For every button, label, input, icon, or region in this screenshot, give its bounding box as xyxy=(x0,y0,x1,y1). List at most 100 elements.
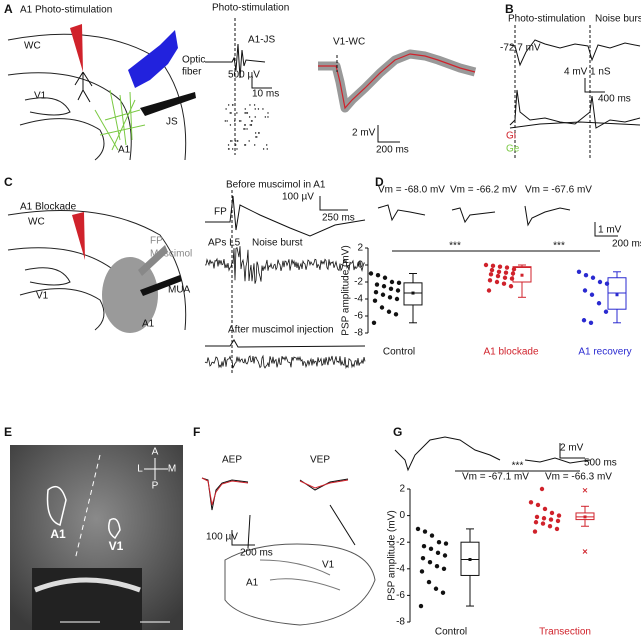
label: AEP xyxy=(222,455,242,466)
label: Ge xyxy=(506,144,520,155)
raster-dot xyxy=(236,112,238,114)
label: Vm = -67.6 mV xyxy=(525,185,592,196)
data-point xyxy=(490,263,496,269)
mean xyxy=(615,293,619,297)
data-point xyxy=(576,269,582,274)
raster-dot xyxy=(230,112,232,114)
data-point xyxy=(372,298,378,303)
raster-dot xyxy=(227,144,230,146)
label: 500 µV xyxy=(228,70,260,81)
data-point xyxy=(508,284,514,289)
label: 400 ms xyxy=(598,94,631,105)
label: 100 µV xyxy=(206,532,238,543)
data-point xyxy=(388,286,394,291)
y-tick-label: -2 xyxy=(396,537,405,548)
data-point xyxy=(440,590,446,595)
schematic-a xyxy=(7,24,196,161)
label: WC xyxy=(24,41,41,52)
raster-dot xyxy=(229,124,232,126)
data-point xyxy=(433,586,439,591)
data-point xyxy=(588,320,594,325)
raster-dot xyxy=(246,112,249,114)
data-point xyxy=(368,271,374,276)
data-point xyxy=(373,290,379,295)
y-tick-label: -2 xyxy=(354,277,363,288)
data-point xyxy=(386,309,392,314)
data-point xyxy=(495,273,501,279)
label: Vm = -68.0 mV xyxy=(378,185,445,196)
label: WC xyxy=(28,217,45,228)
label: A1 Photo-stimulation xyxy=(20,5,112,16)
raster-dot xyxy=(244,144,247,146)
x-tick-label: Transection xyxy=(539,627,591,637)
label: 2 mV xyxy=(560,443,584,454)
label: -72.7 mV xyxy=(500,43,541,54)
label: Before muscimol in A1 xyxy=(226,180,326,191)
data-point xyxy=(382,275,388,280)
data-point xyxy=(549,510,555,516)
y-tick-label: -6 xyxy=(354,311,363,322)
data-point xyxy=(532,529,538,534)
raster-dot xyxy=(226,120,228,122)
data-point xyxy=(387,295,393,300)
label: 200 ms xyxy=(376,145,409,156)
raster-dot xyxy=(244,108,246,110)
raster-dot xyxy=(244,112,246,114)
mua-trace xyxy=(204,354,366,370)
raster-dot xyxy=(251,120,253,122)
panel-letter: C xyxy=(4,175,13,189)
data-point xyxy=(443,541,449,546)
data-point xyxy=(548,517,554,522)
mean xyxy=(411,291,415,295)
data-point xyxy=(533,520,539,525)
data-point xyxy=(421,543,427,549)
label: Photo-stimulation xyxy=(212,3,289,14)
data-point xyxy=(435,550,441,556)
raster-dot xyxy=(257,108,260,110)
label: 2 mV xyxy=(352,128,376,139)
data-point xyxy=(436,540,442,545)
data-point xyxy=(534,514,540,520)
y-axis-label: PSP amplitude (mV) xyxy=(387,510,398,600)
label: 10 ms xyxy=(252,89,279,100)
data-point xyxy=(540,521,546,526)
raster-dot xyxy=(266,144,268,146)
data-point xyxy=(503,270,509,275)
label: 100 µV xyxy=(282,192,314,203)
data-point xyxy=(371,320,377,325)
data-point xyxy=(497,264,503,269)
data-point xyxy=(380,292,386,297)
data-point xyxy=(582,288,588,293)
raster-dot xyxy=(245,112,247,114)
data-point xyxy=(486,288,492,293)
raster-dot xyxy=(250,124,253,126)
data-point xyxy=(541,516,547,521)
raster-dot xyxy=(227,104,230,106)
data-point xyxy=(555,518,561,524)
data-point xyxy=(422,529,428,534)
data-point xyxy=(426,579,432,585)
mean xyxy=(468,557,472,561)
data-point xyxy=(381,284,387,289)
raster-dot xyxy=(267,112,269,114)
x-tick-label: A1 recovery xyxy=(578,347,631,358)
label: A1 xyxy=(118,145,131,156)
data-point xyxy=(502,275,508,280)
data-point xyxy=(504,265,510,270)
y-tick-label: -8 xyxy=(396,617,405,628)
label: 200 ms xyxy=(612,239,641,250)
panel-letter: F xyxy=(193,425,200,439)
data-point xyxy=(542,506,548,512)
data-point xyxy=(494,279,500,285)
mean xyxy=(583,515,587,519)
label: 250 ms xyxy=(322,213,355,224)
data-point xyxy=(489,267,495,273)
data-point xyxy=(488,272,494,277)
panel-letter: B xyxy=(505,2,514,16)
panel-letter: D xyxy=(375,175,384,189)
data-point xyxy=(539,486,545,492)
raster-dot xyxy=(240,120,242,122)
data-point xyxy=(581,318,587,323)
y-tick-label: -4 xyxy=(354,294,363,305)
raster-dot xyxy=(236,140,238,142)
